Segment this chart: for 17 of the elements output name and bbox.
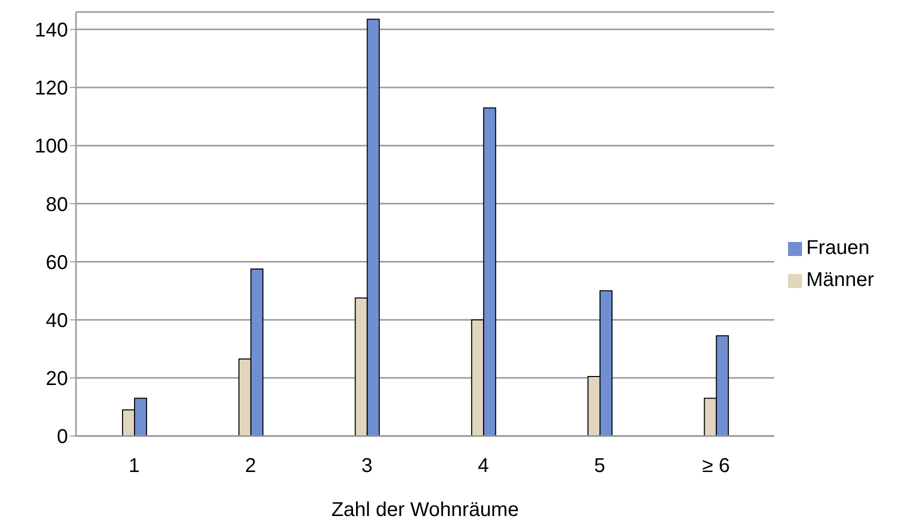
x-tick-label: 5 <box>594 455 606 478</box>
y-tick-label: 80 <box>46 194 68 216</box>
y-tick-label: 20 <box>46 368 68 390</box>
x-axis-title: Zahl der Wohnräume <box>331 499 519 521</box>
y-tick-label: 140 <box>34 20 68 42</box>
x-tick-label: 2 <box>244 455 256 478</box>
x-tick-label: 3 <box>361 455 372 478</box>
y-tick-label: 40 <box>46 310 68 332</box>
legend-label: Männer <box>806 269 874 291</box>
y-tick-label: 100 <box>34 136 68 158</box>
y-tick-label: 120 <box>34 78 68 100</box>
x-tick-label: ≥ 6 <box>702 455 730 478</box>
y-tick-label: 60 <box>46 252 68 274</box>
x-tick-label: 1 <box>128 455 140 478</box>
legend-label: Frauen <box>806 237 870 259</box>
x-tick-label: 4 <box>478 455 489 478</box>
y-tick-label: 0 <box>56 426 68 448</box>
